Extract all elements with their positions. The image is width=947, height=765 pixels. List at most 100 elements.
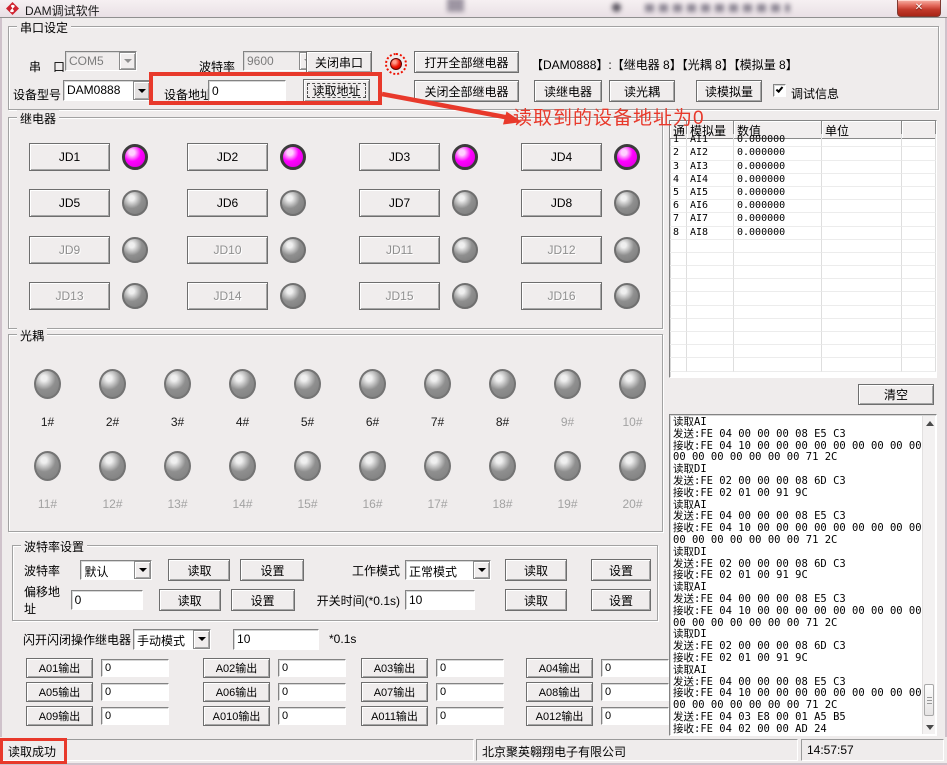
switch-time-input[interactable] xyxy=(405,590,475,610)
close-serial-button[interactable]: 关闭串口 xyxy=(306,51,372,73)
output-value-input[interactable] xyxy=(278,659,346,677)
work-mode-select[interactable]: 正常模式 xyxy=(405,560,491,580)
table-cell[interactable]: 1 xyxy=(670,134,687,148)
table-cell[interactable]: 0.000000 xyxy=(734,160,822,174)
scrollbar-thumb[interactable] xyxy=(924,684,934,716)
table-cell[interactable] xyxy=(902,213,936,227)
relay-button-jd7[interactable]: JD7 xyxy=(359,189,440,218)
table-cell[interactable] xyxy=(822,213,902,227)
relay-button-jd16[interactable]: JD16 xyxy=(521,282,602,311)
device-addr-input[interactable] xyxy=(208,80,286,101)
output-button-A07[interactable]: A07输出 xyxy=(361,682,428,702)
baud-read-button[interactable]: 读取 xyxy=(168,559,231,581)
relay-button-jd14[interactable]: JD14 xyxy=(187,282,268,311)
table-cell[interactable] xyxy=(902,147,936,161)
device-model-select[interactable]: DAM0888 xyxy=(63,80,151,101)
output-button-A011[interactable]: A011输出 xyxy=(361,706,428,726)
table-cell[interactable] xyxy=(822,134,902,148)
debug-log-box[interactable]: 读取AI 发送:FE 04 00 00 00 08 E5 C3 接收:FE 04… xyxy=(669,414,937,736)
table-cell[interactable] xyxy=(902,226,936,240)
chevron-down-icon[interactable] xyxy=(134,561,152,579)
table-cell[interactable]: 7 xyxy=(670,213,687,227)
read-analog-button[interactable]: 读模拟量 xyxy=(696,80,762,102)
relay-button-jd4[interactable]: JD4 xyxy=(521,143,602,171)
table-cell[interactable]: AI1 xyxy=(687,134,734,148)
relay-button-jd5[interactable]: JD5 xyxy=(29,189,110,218)
table-cell[interactable]: 0.000000 xyxy=(734,147,822,161)
relay-button-jd6[interactable]: JD6 xyxy=(187,189,268,218)
output-button-A06[interactable]: A06输出 xyxy=(203,682,270,702)
flash-mode-select[interactable]: 手动模式 xyxy=(133,628,212,650)
table-cell[interactable] xyxy=(822,226,902,240)
output-value-input[interactable] xyxy=(101,683,169,701)
baud-default-select[interactable]: 默认 xyxy=(80,560,153,580)
relay-button-jd13[interactable]: JD13 xyxy=(29,282,110,311)
read-opto-button[interactable]: 读光耦 xyxy=(609,80,675,102)
log-scrollbar[interactable] xyxy=(922,416,935,734)
offset-set-button[interactable]: 设置 xyxy=(230,589,295,611)
port-select[interactable]: COM5 xyxy=(65,51,137,71)
table-cell[interactable]: 0.000000 xyxy=(734,200,822,214)
table-cell[interactable]: AI2 xyxy=(687,147,734,161)
table-cell[interactable] xyxy=(902,173,936,187)
table-cell[interactable]: 0.000000 xyxy=(734,186,822,201)
mode-set-button[interactable]: 设置 xyxy=(591,559,651,581)
switch-read-button[interactable]: 读取 xyxy=(505,589,567,611)
relay-button-jd2[interactable]: JD2 xyxy=(187,143,268,171)
table-cell[interactable] xyxy=(902,160,936,174)
table-cell[interactable]: AI3 xyxy=(687,160,734,174)
relay-button-jd9[interactable]: JD9 xyxy=(29,235,110,264)
output-value-input[interactable] xyxy=(278,683,346,701)
output-button-A01[interactable]: A01输出 xyxy=(26,658,93,678)
offset-read-button[interactable]: 读取 xyxy=(158,589,221,611)
table-cell[interactable]: AI8 xyxy=(687,226,734,240)
scroll-up-icon[interactable] xyxy=(926,421,934,426)
read-relay-button[interactable]: 读继电器 xyxy=(534,80,602,102)
output-value-input[interactable] xyxy=(436,707,504,725)
table-cell[interactable]: AI4 xyxy=(687,173,734,187)
switch-set-button[interactable]: 设置 xyxy=(591,589,651,611)
relay-button-jd12[interactable]: JD12 xyxy=(521,235,602,264)
chevron-down-icon[interactable] xyxy=(133,81,150,100)
table-cell[interactable]: 6 xyxy=(670,200,687,214)
table-cell[interactable]: 2 xyxy=(670,147,687,161)
output-button-A04[interactable]: A04输出 xyxy=(526,658,593,678)
output-button-A08[interactable]: A08输出 xyxy=(526,682,593,702)
output-button-A02[interactable]: A02输出 xyxy=(203,658,270,678)
relay-button-jd1[interactable]: JD1 xyxy=(29,143,110,171)
table-cell[interactable]: 3 xyxy=(670,160,687,174)
table-cell[interactable] xyxy=(822,186,902,201)
output-value-input[interactable] xyxy=(436,683,504,701)
scroll-down-icon[interactable] xyxy=(926,725,934,730)
output-button-A05[interactable]: A05输出 xyxy=(26,682,93,702)
output-button-A012[interactable]: A012输出 xyxy=(526,706,593,726)
output-value-input[interactable] xyxy=(101,707,169,725)
relay-button-jd8[interactable]: JD8 xyxy=(521,189,602,218)
close-all-relays-button[interactable]: 关闭全部继电器 xyxy=(414,80,519,102)
output-value-input[interactable] xyxy=(601,683,669,701)
mode-read-button[interactable]: 读取 xyxy=(505,559,567,581)
relay-button-jd10[interactable]: JD10 xyxy=(187,235,268,264)
flash-time-input[interactable] xyxy=(233,628,320,650)
debug-info-checkbox[interactable] xyxy=(773,84,786,97)
table-cell[interactable]: 5 xyxy=(670,186,687,201)
output-button-A010[interactable]: A010输出 xyxy=(203,706,270,726)
table-cell[interactable]: 0.000000 xyxy=(734,173,822,187)
output-value-input[interactable] xyxy=(436,659,504,677)
chevron-down-icon[interactable] xyxy=(119,52,136,70)
read-addr-button[interactable]: 读取地址 xyxy=(303,79,370,102)
table-cell[interactable]: AI6 xyxy=(687,200,734,214)
clear-log-button[interactable]: 清空 xyxy=(858,384,934,405)
output-value-input[interactable] xyxy=(101,659,169,677)
table-cell[interactable] xyxy=(822,160,902,174)
table-cell[interactable]: 0.000000 xyxy=(734,226,822,240)
table-cell[interactable] xyxy=(822,173,902,187)
table-cell[interactable] xyxy=(822,147,902,161)
output-value-input[interactable] xyxy=(601,707,669,725)
chevron-down-icon[interactable] xyxy=(473,561,490,579)
output-button-A03[interactable]: A03输出 xyxy=(361,658,428,678)
close-button[interactable]: ✕ xyxy=(897,0,941,17)
output-value-input[interactable] xyxy=(601,659,669,677)
table-cell[interactable]: AI5 xyxy=(687,186,734,201)
table-cell[interactable] xyxy=(902,134,936,148)
